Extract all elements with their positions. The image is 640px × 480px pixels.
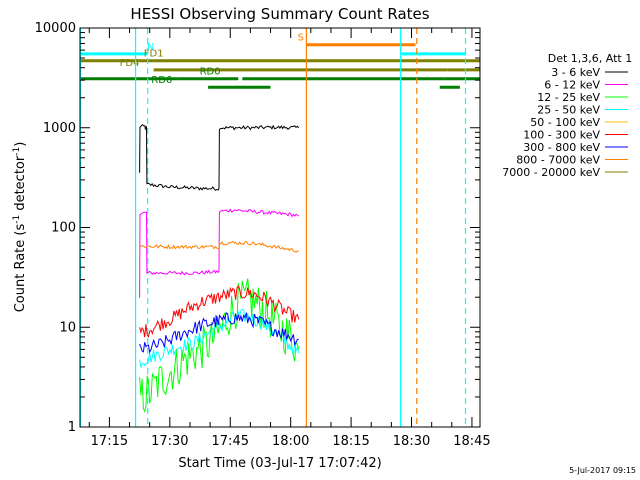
x-axis-ticks: 17:15 17:30 17:45 18:00 18:15 18:30 18:45 xyxy=(88,28,491,449)
series-line-6 xyxy=(139,312,299,354)
y-axis-label-part3: ) xyxy=(13,142,28,147)
y-axis-label-sup1: -1 xyxy=(12,215,22,224)
series-line-7 xyxy=(139,240,299,253)
y-axis-ticks: 1 10 100 1000 10000 xyxy=(35,21,480,435)
footer-timestamp: 5-Jul-2017 09:15 xyxy=(569,466,636,475)
flag-label-fd4: FD4 xyxy=(120,58,140,69)
y-tick-label: 10000 xyxy=(35,21,76,36)
flag-label-rd6: RD6 xyxy=(151,75,172,86)
x-tick-label: 18:00 xyxy=(272,434,309,449)
legend-label: 3 - 6 keV xyxy=(551,66,600,79)
legend-label: 800 - 7000 keV xyxy=(516,154,600,167)
legend-label: 6 - 12 keV xyxy=(544,79,600,92)
x-tick-label: 17:45 xyxy=(212,434,249,449)
legend-label: 300 - 800 keV xyxy=(523,141,600,154)
x-tick-label: 18:45 xyxy=(453,434,490,449)
legend-label: 100 - 300 keV xyxy=(523,129,600,142)
chart-title: HESSI Observing Summary Count Rates xyxy=(130,5,429,23)
y-axis-label-sup2: -1 xyxy=(12,147,22,156)
x-axis-label: Start Time (03-Jul-17 17:07:42) xyxy=(178,456,381,471)
x-tick-label: 18:30 xyxy=(393,434,430,449)
flag-label-fd1: FD1 xyxy=(144,49,164,60)
legend-header: Det 1,3,6, Att 1 xyxy=(548,52,632,65)
flag-label-n: N xyxy=(147,42,154,53)
y-axis-label-part2: detector xyxy=(13,155,28,215)
series-line-3 xyxy=(139,308,300,370)
y-tick-label: 1000 xyxy=(43,121,76,136)
legend-label: 12 - 25 keV xyxy=(537,91,600,104)
y-axis-label: Count Rate (s-1 detector-1) xyxy=(12,142,28,313)
x-tick-label: 18:15 xyxy=(332,434,369,449)
series-line-0 xyxy=(139,123,300,191)
series-lines xyxy=(139,123,300,413)
series-line-1 xyxy=(139,208,300,298)
y-axis-label-part1: Count Rate (s xyxy=(13,224,28,313)
x-tick-label: 17:30 xyxy=(151,434,188,449)
flag-bars: N S FD1 FD4 RD0 RD6 xyxy=(80,33,480,89)
series-line-5 xyxy=(139,285,300,338)
flag-label-rd0: RD0 xyxy=(200,67,221,78)
legend-label: 7000 - 20000 keV xyxy=(502,166,600,179)
legend-label: 50 - 100 keV xyxy=(530,116,600,129)
y-tick-label: 10 xyxy=(59,320,76,335)
y-tick-label: 1 xyxy=(68,420,76,435)
x-tick-label: 17:15 xyxy=(91,434,128,449)
y-tick-label: 100 xyxy=(51,221,76,236)
flag-label-s: S xyxy=(298,33,304,44)
legend-label: 25 - 50 keV xyxy=(537,104,600,117)
